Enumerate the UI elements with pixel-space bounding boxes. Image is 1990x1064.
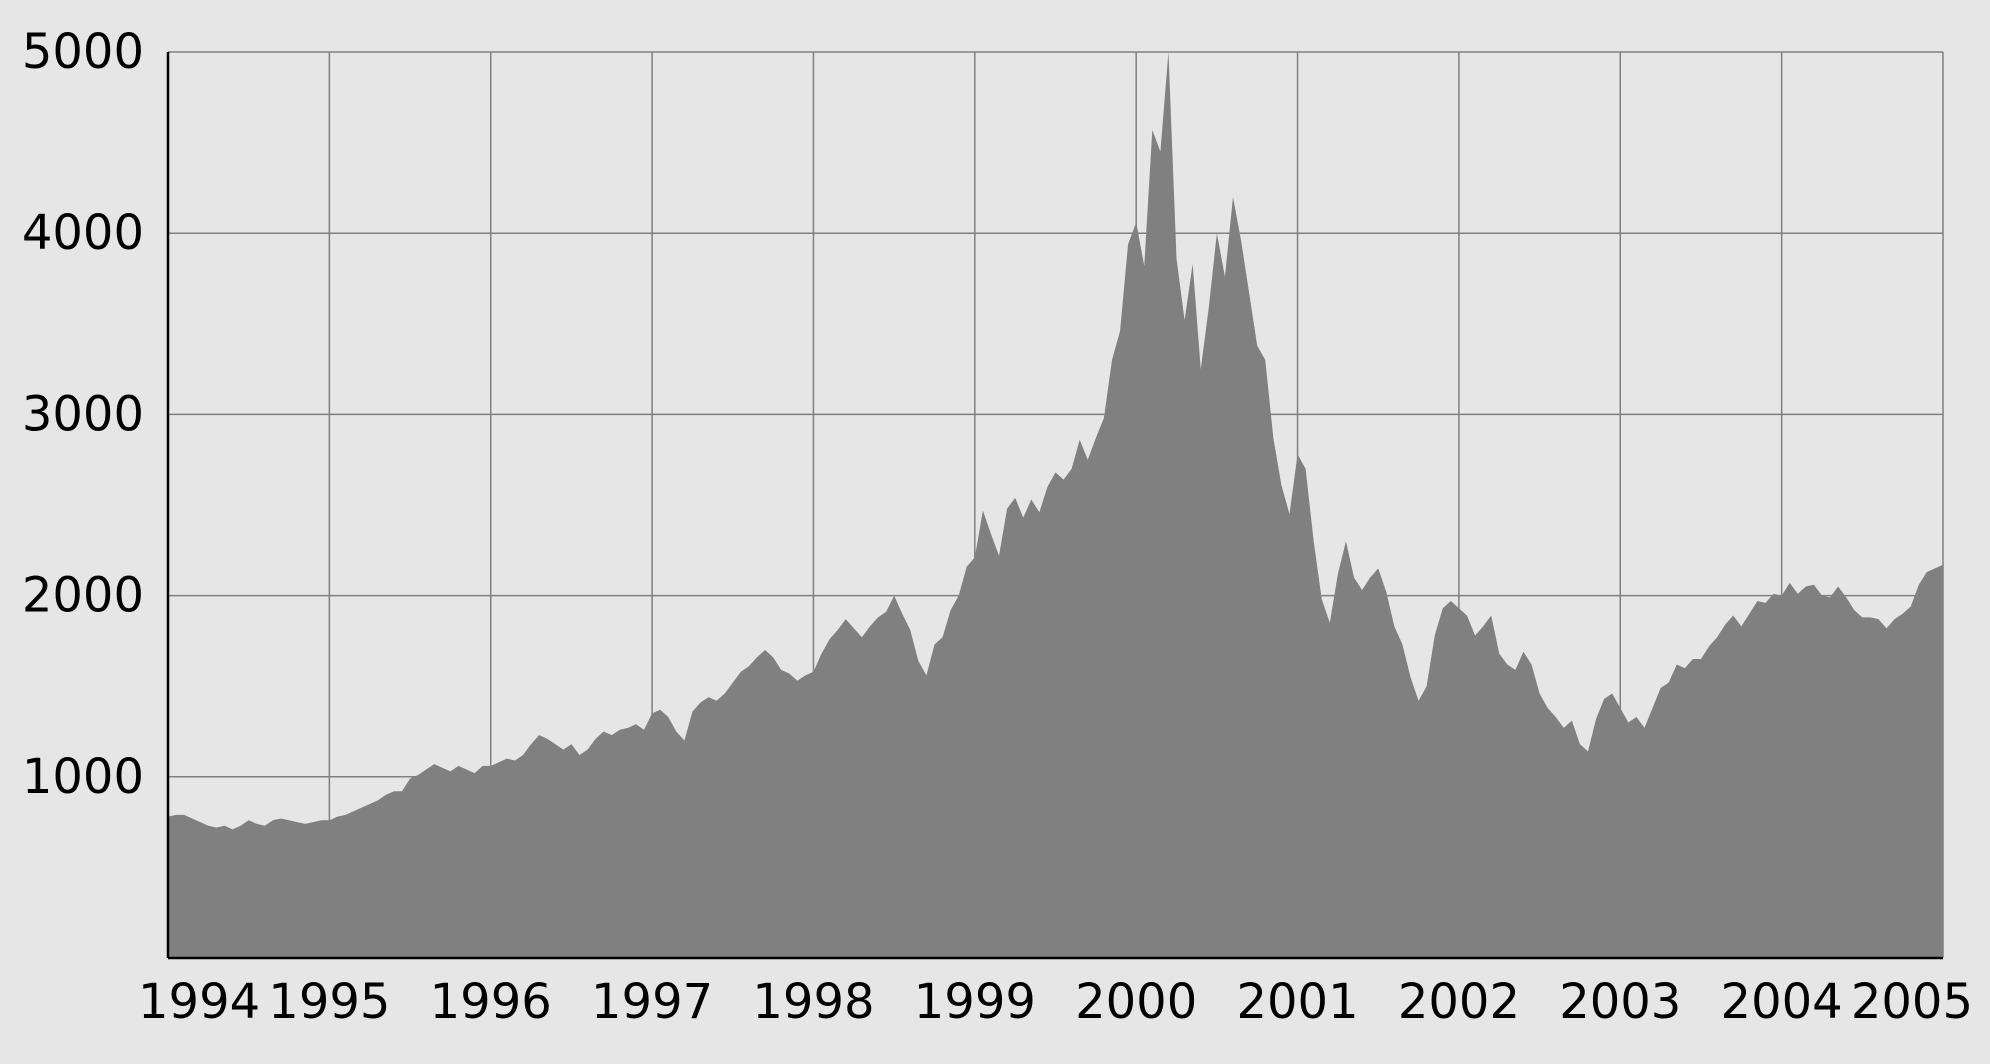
- x-tick-label: 2001: [1236, 974, 1358, 1030]
- x-tick-label: 1995: [268, 974, 390, 1030]
- y-tick-label: 5000: [22, 24, 144, 80]
- x-tick-label: 2004: [1721, 974, 1843, 1030]
- x-tick-label: 1994: [138, 974, 260, 1030]
- y-tick-label: 2000: [22, 568, 144, 624]
- x-tick-label: 1998: [752, 974, 874, 1030]
- x-tick-label: 2000: [1075, 974, 1197, 1030]
- area-chart: 19941995 1996 1997 1998 1999 2000 2001 2002 2003…: [0, 0, 1990, 1064]
- y-tick-label: 1000: [22, 749, 144, 805]
- y-tick-label: 3000: [22, 386, 144, 442]
- x-tick-label: 1999: [914, 974, 1036, 1030]
- x-tick-label: 1996: [430, 974, 552, 1030]
- x-tick-label: 2002: [1398, 974, 1520, 1030]
- y-tick-label: 4000: [22, 205, 144, 261]
- x-tick-label: 2003: [1559, 974, 1681, 1030]
- x-tick-label: 2005: [1851, 974, 1973, 1030]
- x-tick-label: 1997: [591, 974, 713, 1030]
